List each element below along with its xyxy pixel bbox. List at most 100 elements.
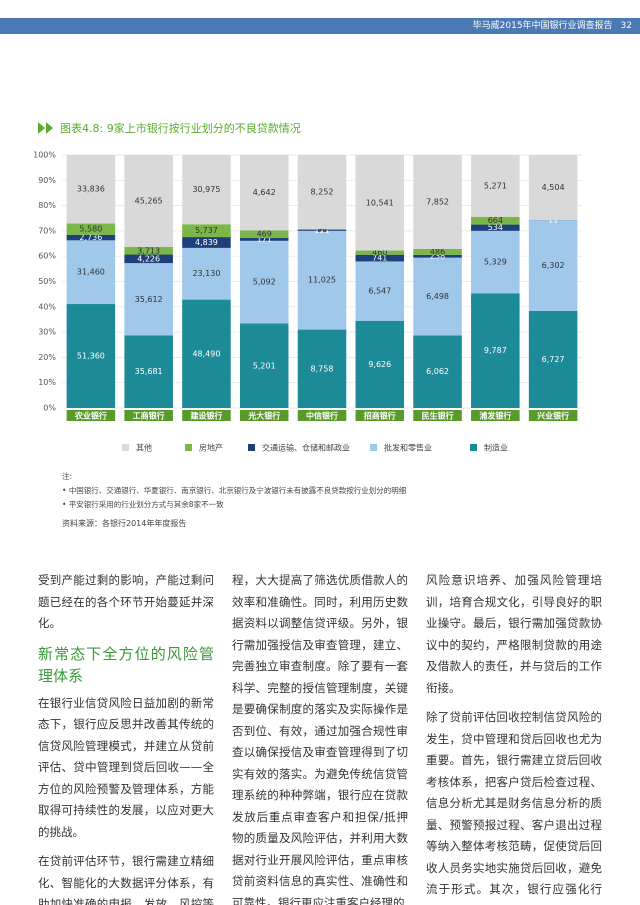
data-label: 6,302 bbox=[542, 261, 565, 270]
paragraph: 受到产能过剩的影响，产能过剩问题已经在的各个环节开始蔓延并深化。 bbox=[38, 573, 214, 630]
data-label: 5,580 bbox=[79, 225, 102, 234]
data-label: 121 bbox=[314, 226, 329, 235]
bar-segment bbox=[413, 248, 462, 255]
data-label: 31,460 bbox=[77, 268, 105, 277]
y-tick-label: 20% bbox=[38, 353, 56, 362]
legend-label: 制造业 bbox=[484, 443, 508, 453]
bar-segment bbox=[471, 155, 520, 217]
bar-segment bbox=[182, 155, 231, 225]
bar-segment bbox=[182, 247, 231, 300]
data-label: 664 bbox=[488, 216, 503, 225]
y-tick-label: 80% bbox=[38, 201, 56, 210]
data-label: 11,025 bbox=[308, 276, 336, 285]
header-bar: 毕马威2015年中国银行业调查报告 32 bbox=[0, 18, 640, 34]
bar-segment bbox=[297, 329, 347, 408]
y-tick-label: 70% bbox=[38, 226, 56, 235]
bar-segment bbox=[66, 240, 116, 305]
note: • 平安银行采用的行业划分方式与其余8家不一致 bbox=[62, 500, 224, 509]
paragraph: 除了贷前评估回收控制信贷风险的发生，贷中管理和贷后回收也尤为重要。首先，银行需建… bbox=[426, 710, 602, 905]
x-tick-label: 浦发银行 bbox=[479, 411, 511, 421]
category-box bbox=[182, 410, 231, 421]
data-label: 48,490 bbox=[192, 349, 220, 358]
bar-segment bbox=[124, 254, 173, 264]
data-label: 238 bbox=[430, 252, 445, 261]
legend-swatch bbox=[185, 444, 192, 451]
data-label: 6,547 bbox=[368, 287, 391, 296]
category-box bbox=[66, 410, 116, 421]
note-text: 中国银行、交通银行、华夏银行、南京银行、北京银行及宁波银行未有披露不良贷款按行业… bbox=[68, 486, 407, 495]
header-title: 毕马威2015年中国银行业调查报告 bbox=[472, 21, 613, 31]
y-tick-label: 0% bbox=[43, 404, 56, 413]
bar-segment bbox=[528, 220, 578, 311]
bar-segment bbox=[124, 155, 173, 247]
heading: 新常态下全方位的风险管理体系 bbox=[38, 644, 214, 685]
data-label: 10,541 bbox=[366, 198, 394, 207]
data-label: 23,130 bbox=[192, 269, 220, 278]
bar-segment bbox=[66, 234, 116, 241]
data-label: 9,626 bbox=[368, 360, 391, 369]
x-tick-label: 兴业银行 bbox=[537, 411, 569, 421]
data-label: 4,226 bbox=[137, 254, 160, 263]
data-label: 534 bbox=[488, 223, 503, 232]
y-tick-label: 60% bbox=[38, 252, 56, 261]
bar-segment bbox=[66, 223, 116, 235]
data-label: 741 bbox=[372, 254, 387, 263]
legend-swatch bbox=[470, 444, 477, 451]
column: 程，大大提高了筛选优质借款人的效率和准确性。同时，利用历史数据资料以调整信贷评级… bbox=[232, 570, 408, 905]
y-tick-label: 40% bbox=[38, 302, 56, 311]
category-box bbox=[239, 410, 289, 421]
bar-segment bbox=[182, 224, 231, 238]
data-label: 486 bbox=[430, 247, 445, 256]
bar-segment bbox=[297, 228, 347, 230]
y-tick-label: 10% bbox=[38, 378, 56, 387]
data-label: 4,839 bbox=[195, 238, 218, 247]
bar-segment bbox=[413, 257, 462, 336]
data-label: 6,498 bbox=[426, 292, 449, 301]
note-text: 平安银行采用的行业划分方式与其余8家不一致 bbox=[68, 500, 224, 509]
data-label: 5,201 bbox=[253, 361, 276, 370]
data-label: 9,787 bbox=[484, 346, 507, 355]
data-label: 7,852 bbox=[426, 197, 449, 206]
bar-segment bbox=[471, 224, 520, 231]
x-tick-label: 招商银行 bbox=[364, 411, 396, 421]
bar-segment bbox=[355, 261, 405, 321]
page-number: 32 bbox=[620, 21, 632, 31]
legend-swatch bbox=[370, 444, 377, 451]
note: • 中国银行、交通银行、华夏银行、南京银行、北京银行及宁波银行未有披露不良贷款按… bbox=[62, 486, 407, 495]
bar-segment bbox=[528, 310, 578, 408]
data-label: 5,329 bbox=[484, 258, 507, 267]
category-box bbox=[124, 410, 173, 421]
data-label: 96 bbox=[317, 225, 327, 234]
bar-segment bbox=[355, 250, 405, 255]
x-tick-label: 工商银行 bbox=[133, 411, 165, 421]
bar-segment bbox=[297, 155, 347, 229]
data-label: 35,681 bbox=[135, 367, 163, 376]
y-tick-label: 90% bbox=[38, 176, 56, 185]
bar-segment bbox=[471, 216, 520, 225]
category-box bbox=[528, 410, 578, 421]
bar-segment bbox=[413, 155, 462, 249]
bar-segment bbox=[239, 323, 289, 408]
column: 风险意识培养、加强风险管理培训，培育合规文化，引导良好的职业操守。最后，银行需加… bbox=[426, 570, 602, 905]
paragraph: 程，大大提高了筛选优质借款人的效率和准确性。同时，利用历史数据资料以调整信贷评级… bbox=[232, 573, 408, 905]
category-box bbox=[355, 410, 405, 421]
chart-title: 图表4.8: 9家上市银行按行业划分的不良贷款情况 bbox=[60, 121, 301, 135]
bar-segment bbox=[297, 230, 347, 330]
data-label: 5,737 bbox=[195, 226, 218, 235]
data-label: 6,727 bbox=[542, 355, 565, 364]
bar-segment bbox=[124, 246, 173, 255]
column: 受到产能过剩的影响，产能过剩问题已经在的各个环节开始蔓延并深化。 新常态下全方位… bbox=[38, 570, 214, 905]
title-icon bbox=[38, 122, 53, 134]
data-label: 8,252 bbox=[311, 187, 334, 196]
bar-segment bbox=[471, 293, 520, 408]
data-label: 6,062 bbox=[426, 367, 449, 376]
x-tick-label: 农业银行 bbox=[74, 411, 107, 421]
bar-segment bbox=[355, 155, 405, 251]
data-label: 11 bbox=[548, 216, 558, 225]
y-tick-label: 50% bbox=[38, 277, 56, 286]
paragraph: 风险意识培养、加强风险管理培训，培育合规文化，引导良好的职业操守。最后，银行需加… bbox=[426, 573, 602, 695]
category-box bbox=[413, 410, 462, 421]
legend-swatch bbox=[122, 444, 129, 451]
x-tick-label: 中信银行 bbox=[306, 411, 338, 421]
